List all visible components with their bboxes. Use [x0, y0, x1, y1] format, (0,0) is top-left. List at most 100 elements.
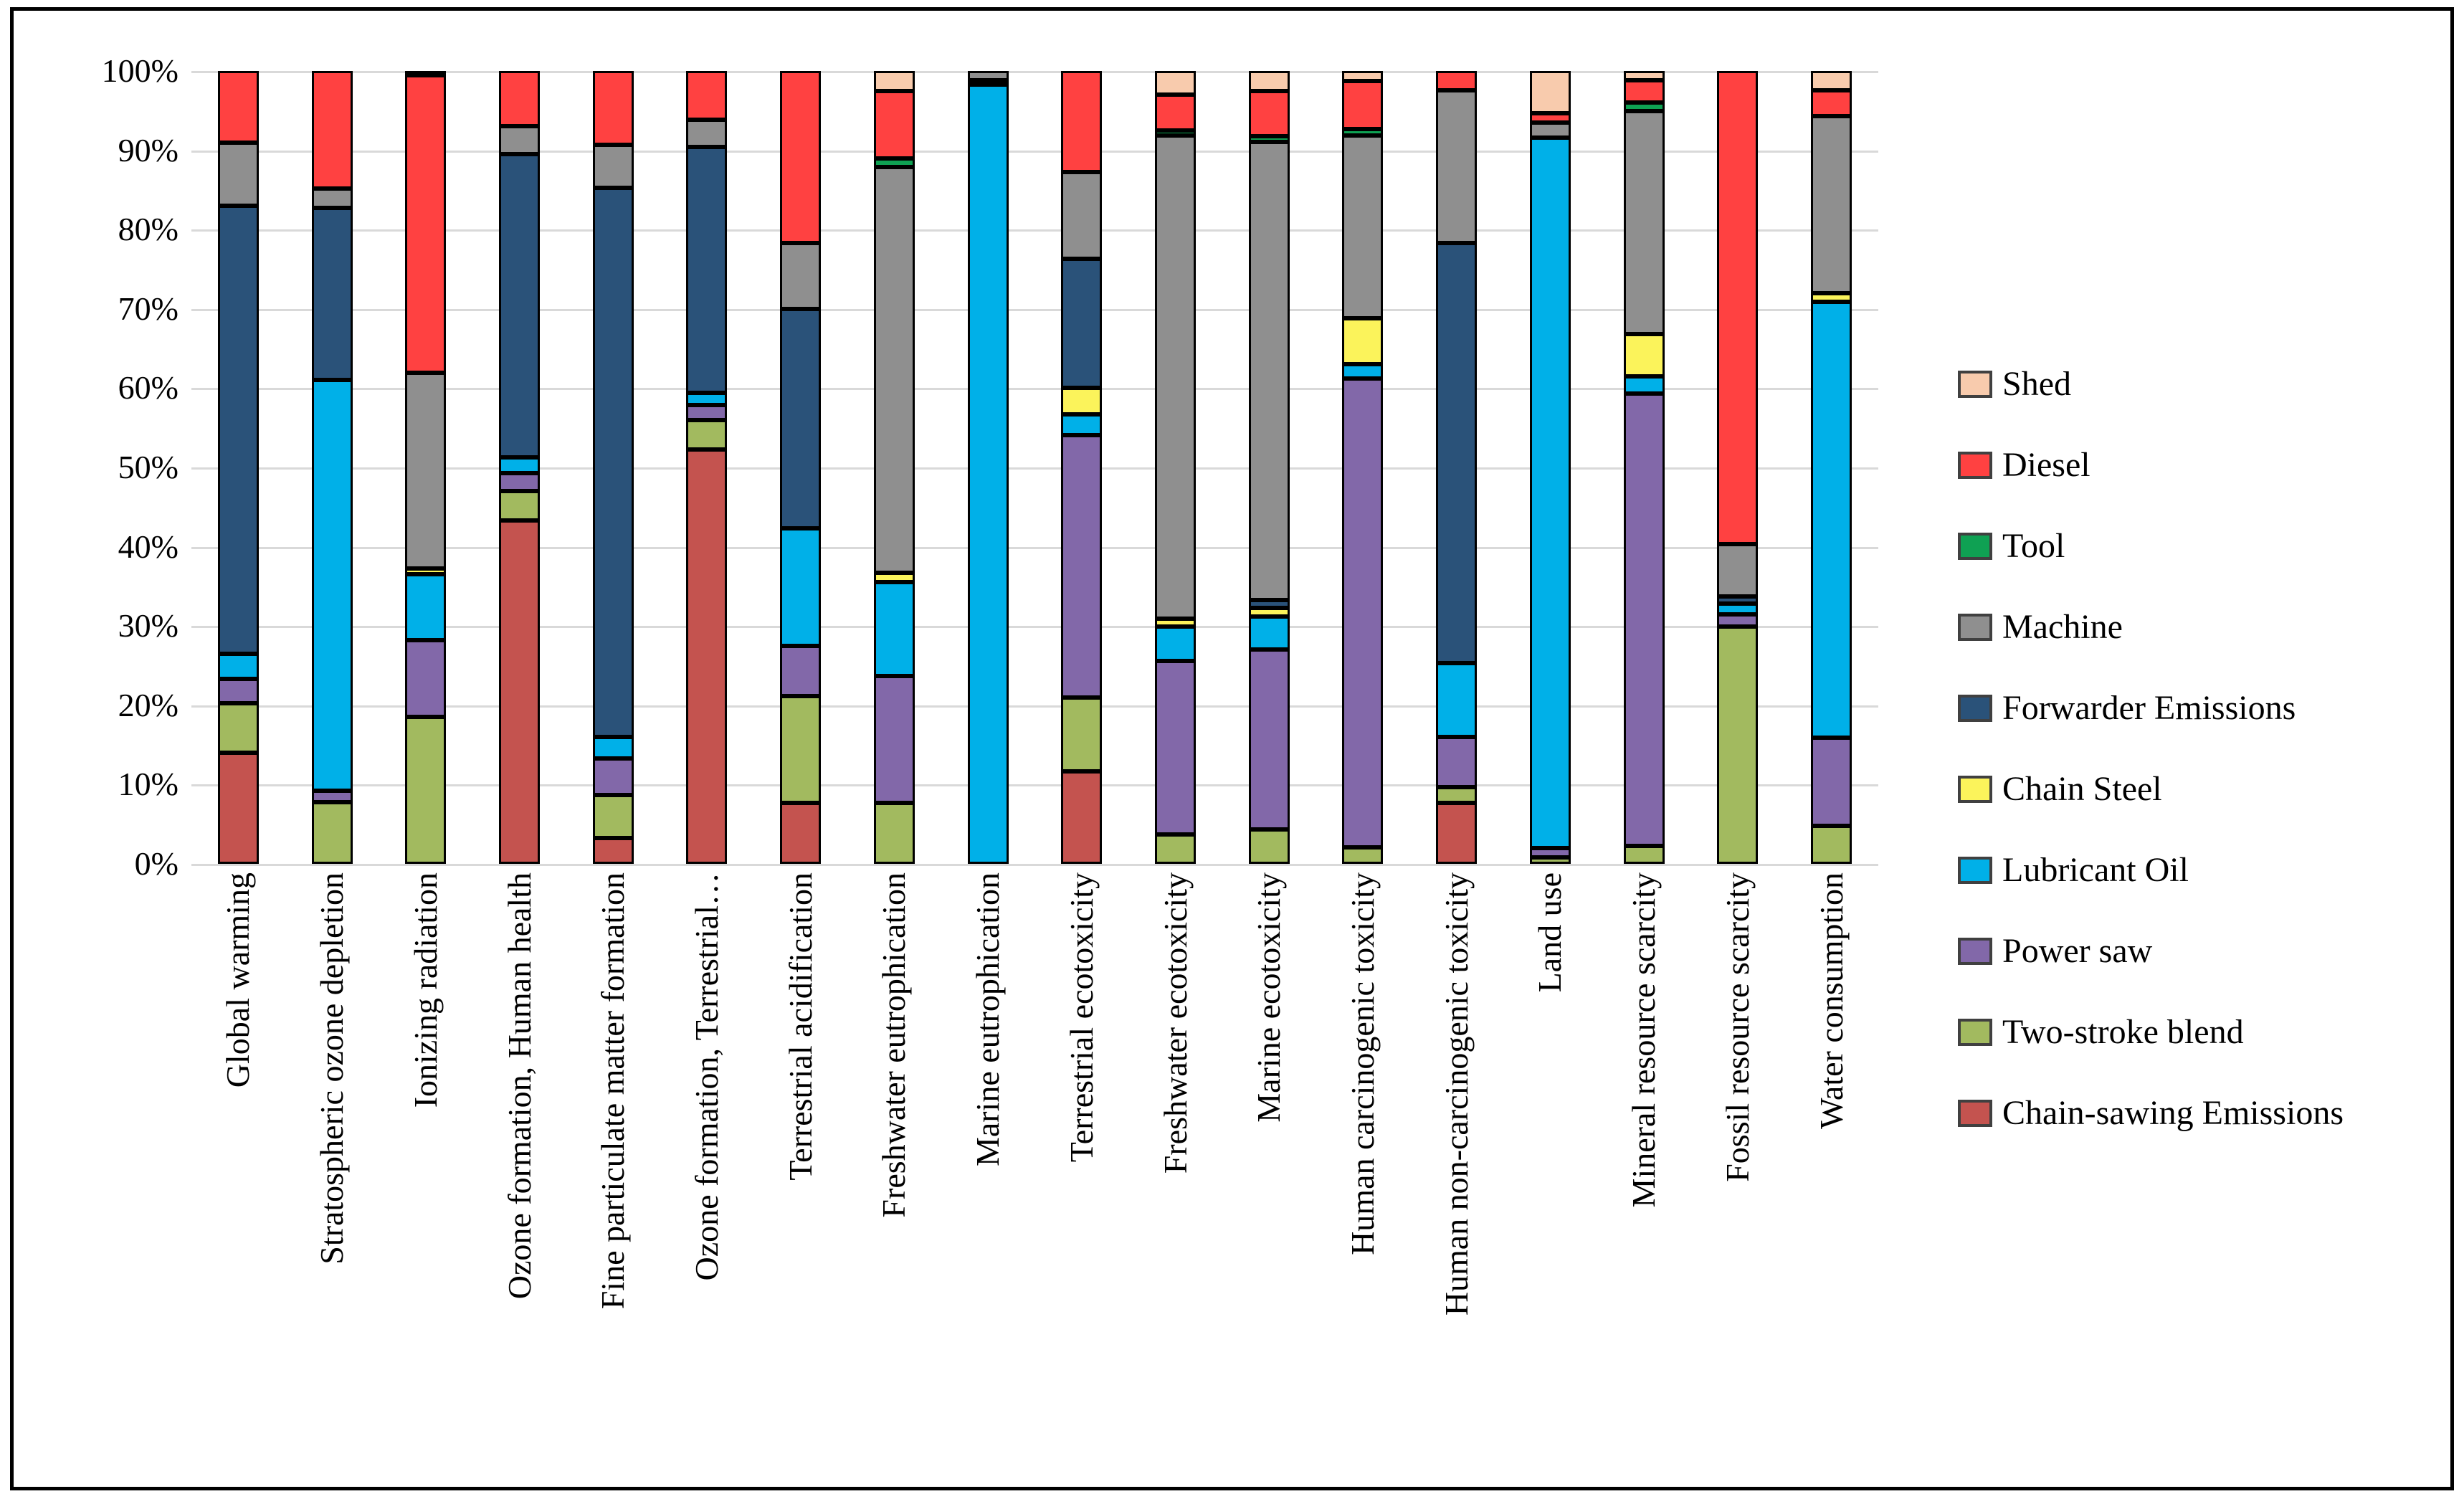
figure-frame: 100% 90% 80% 70% 60% 50% 40% 30% 20% 10% 0% Global… [10, 7, 2454, 1490]
stacked-bar-freshwater-eutrophication [873, 71, 915, 864]
legend-item-forwarder-emissions: Forwarder Emissions [1958, 687, 2460, 728]
segment-diesel [686, 71, 728, 120]
stacked-bar-ozone-formation-terrestrial- [686, 71, 728, 864]
segment-lubricant-oil [1061, 414, 1103, 435]
y-tick-label: 90% [118, 131, 179, 168]
bar-slot [191, 71, 285, 864]
bar-slot [472, 71, 566, 864]
bar-slot [753, 71, 847, 864]
segment-diesel [1717, 71, 1759, 545]
stacked-bar-marine-eutrophication [967, 71, 1009, 864]
segment-shed [873, 71, 915, 91]
segment-machine [780, 243, 822, 309]
segment-power-saw [311, 791, 353, 802]
bar-slot [1597, 71, 1691, 864]
x-label-slot: Ozone formation, Human health [472, 872, 566, 1475]
legend-swatch [1958, 856, 1992, 884]
legend-swatch [1958, 613, 1992, 641]
legend-item-two-stroke-blend: Two-stroke blend [1958, 1012, 2460, 1052]
segment-chain-steel [405, 568, 447, 575]
legend-label: Tool [2002, 527, 2065, 565]
segment-machine [1342, 135, 1384, 319]
segment-forwarder-emissions [499, 154, 541, 457]
segment-two-stroke-blend [405, 717, 447, 864]
segment-machine [873, 166, 915, 574]
segment-two-stroke-blend [311, 801, 353, 864]
segment-machine [1623, 111, 1665, 335]
segment-forwarder-emissions [592, 187, 634, 738]
x-label-slot: Global warming [191, 872, 285, 1475]
segment-two-stroke-blend [1623, 845, 1665, 864]
segment-diesel [1248, 90, 1290, 136]
bar-slot [1409, 71, 1503, 864]
segment-power-saw [686, 404, 728, 420]
gridline [191, 308, 1878, 311]
segment-power-saw [1623, 394, 1665, 846]
segment-two-stroke-blend [873, 802, 915, 864]
segment-diesel [311, 71, 353, 189]
legend-item-power-saw: Power saw [1958, 931, 2460, 971]
stacked-bar-human-non-carcinogenic-toxicity [1436, 71, 1478, 864]
legend-label: Shed [2002, 365, 2071, 403]
segment-diesel [1436, 71, 1478, 90]
segment-diesel [499, 71, 541, 127]
segment-lubricant-oil [1155, 627, 1197, 661]
gridline [191, 467, 1878, 470]
stacked-bar-human-carcinogenic-toxicity [1342, 71, 1384, 864]
segment-lubricant-oil [1248, 616, 1290, 650]
x-category-label: Land use [1531, 872, 1569, 993]
x-label-slot: Terrestrial acidification [753, 872, 847, 1475]
legend-swatch [1958, 532, 1992, 560]
legend-label: Forwarder Emissions [2002, 689, 2296, 727]
x-label-slot: Ionizing radiation [379, 872, 472, 1475]
segment-chain-sawing-emissions [592, 837, 634, 864]
segment-power-saw [1436, 737, 1478, 787]
segment-diesel [873, 90, 915, 158]
segment-machine [405, 372, 447, 568]
x-category-label: Mineral resource scarcity [1625, 872, 1663, 1208]
legend-label: Diesel [2002, 446, 2090, 484]
segment-power-saw [405, 640, 447, 718]
segment-diesel [780, 71, 822, 244]
segment-lubricant-oil [1342, 364, 1384, 379]
x-category-label: Global warming [219, 872, 257, 1088]
segment-two-stroke-blend [592, 794, 634, 838]
segment-power-saw [1342, 379, 1384, 847]
segment-chain-steel [1623, 334, 1665, 376]
gridline [191, 71, 1878, 73]
y-tick-label: 70% [118, 290, 179, 327]
bar-slot [1784, 71, 1878, 864]
segment-two-stroke-blend [1436, 786, 1478, 803]
x-label-slot: Marine eutrophication [941, 872, 1035, 1475]
segment-lubricant-oil [499, 457, 541, 473]
bar-slot [847, 71, 941, 864]
x-label-slot: Land use [1503, 872, 1597, 1475]
segment-diesel [405, 75, 447, 373]
gridline [191, 546, 1878, 549]
x-label-slot: Ozone formation, Terrestrial… [660, 872, 754, 1475]
segment-forwarder-emissions [780, 308, 822, 529]
segment-two-stroke-blend [1155, 834, 1197, 864]
segment-tool [873, 158, 915, 167]
legend: Shed Diesel Tool Machine Forwarder Emissions… [1958, 363, 2460, 1174]
gridline [191, 388, 1878, 391]
segment-machine [1811, 116, 1852, 293]
segment-two-stroke-blend [1248, 829, 1290, 864]
bar-slot [1222, 71, 1316, 864]
segment-machine [311, 188, 353, 209]
segment-diesel [1155, 95, 1197, 130]
stacked-bar-stratospheric-ozone-depletion [311, 71, 353, 864]
segment-power-saw [1061, 434, 1103, 698]
segment-lubricant-oil [1717, 604, 1759, 614]
legend-label: Chain Steel [2002, 770, 2162, 808]
stacked-bar-fossil-resource-scarcity [1717, 71, 1759, 864]
segment-two-stroke-blend [780, 695, 822, 803]
x-category-label: Water consumption [1812, 872, 1850, 1129]
segment-machine [1529, 122, 1571, 138]
bar-slot [660, 71, 754, 864]
segment-lubricant-oil [311, 380, 353, 791]
y-tick-label: 50% [118, 449, 179, 485]
segment-forwarder-emissions [1061, 259, 1103, 389]
gridline [191, 229, 1878, 232]
x-label-slot: Water consumption [1784, 872, 1878, 1475]
